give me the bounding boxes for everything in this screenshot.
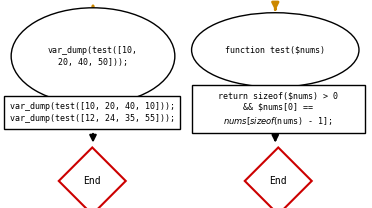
Text: var_dump(test([10,
20, 40, 50]));: var_dump(test([10, 20, 40, 50])); — [48, 46, 138, 67]
Ellipse shape — [11, 8, 175, 104]
Polygon shape — [245, 147, 312, 208]
Text: End: End — [269, 176, 287, 186]
FancyBboxPatch shape — [192, 85, 365, 133]
Polygon shape — [59, 147, 126, 208]
Ellipse shape — [192, 13, 359, 87]
FancyBboxPatch shape — [4, 96, 180, 129]
Text: var_dump(test([10, 20, 40, 10]));
var_dump(test([12, 24, 35, 55]));: var_dump(test([10, 20, 40, 10])); var_du… — [10, 102, 174, 123]
Text: End: End — [83, 176, 101, 186]
Text: function test($nums): function test($nums) — [225, 45, 325, 54]
Text: return sizeof($nums) > 0
&& $nums[0] ==
$nums[sizeof($nums) - 1];: return sizeof($nums) > 0 && $nums[0] == … — [218, 91, 338, 127]
